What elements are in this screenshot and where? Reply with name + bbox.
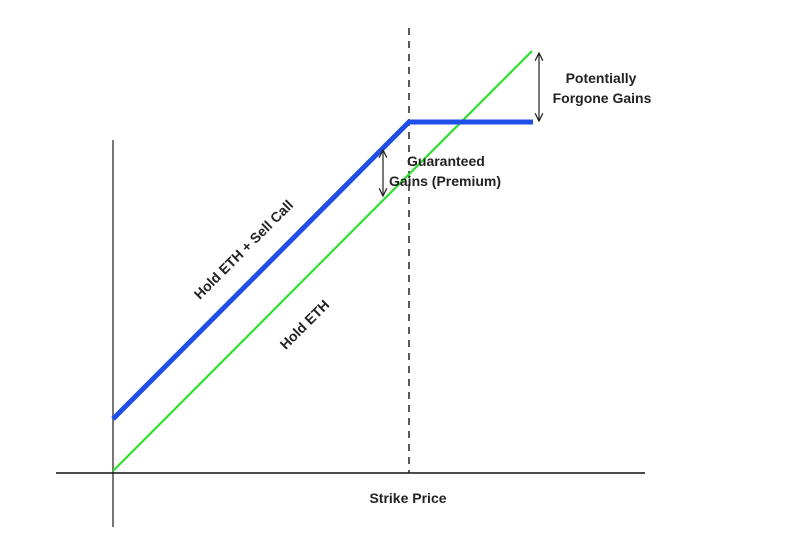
hold-eth-sell-call-line [111,119,533,421]
forgone-gains-label-line2: Forgone Gains [553,90,652,106]
series-label-hold-eth: Hold ETH [277,297,333,353]
hold-eth-line [112,50,533,472]
forgone-gains-label-line1: Potentially [566,70,637,86]
guaranteed-gains-label-line2: Gains (Premium) [389,173,501,189]
guaranteed-gains-label-line1: Guaranteed [407,153,485,169]
x-axis-label: Strike Price [369,490,446,506]
